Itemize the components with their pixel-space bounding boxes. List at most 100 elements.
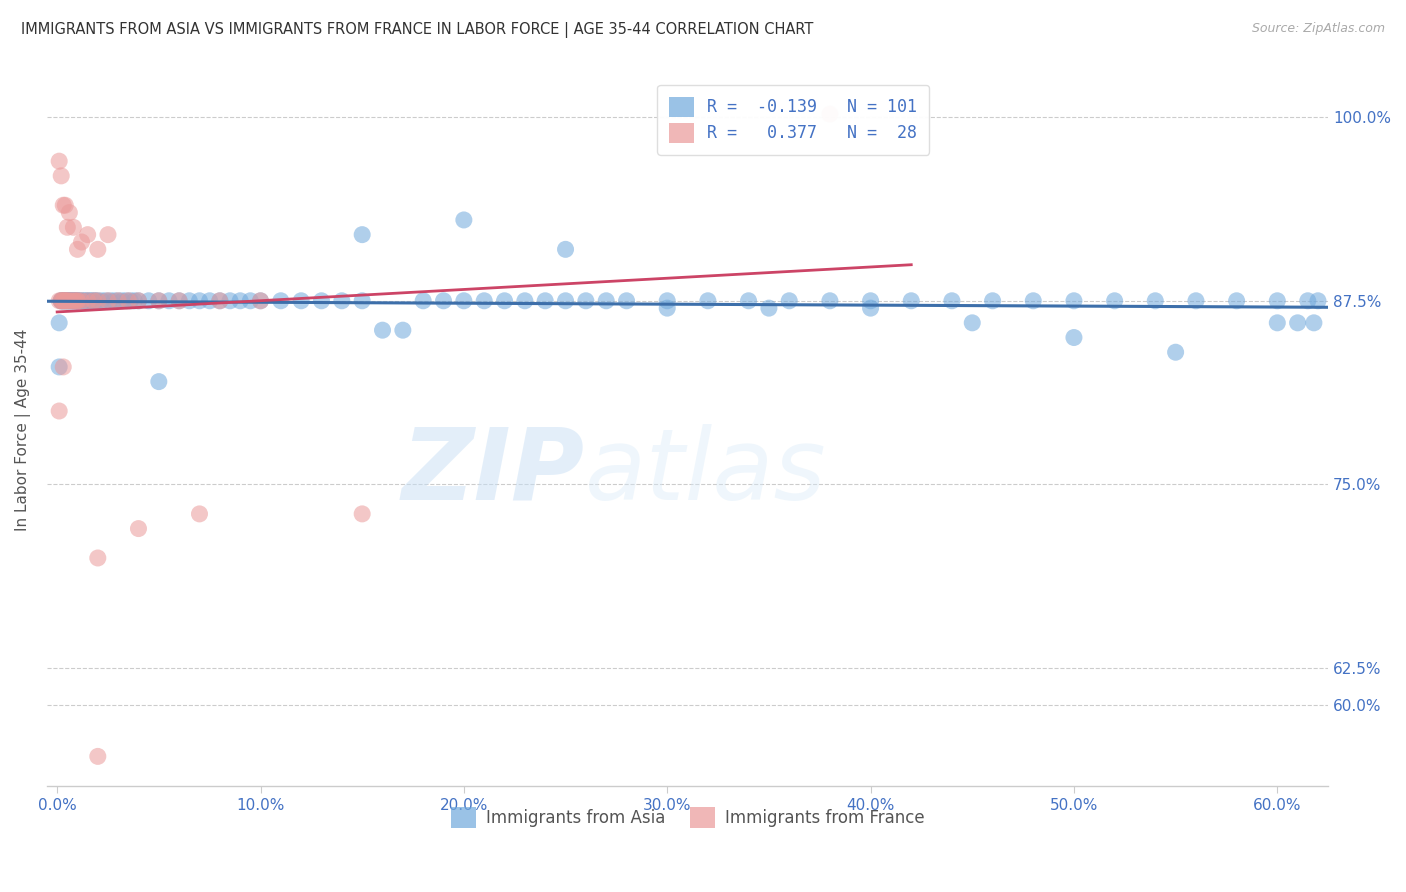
Point xyxy=(62,293,84,308)
Point xyxy=(66,293,89,308)
Point xyxy=(208,293,231,308)
Point xyxy=(900,293,922,308)
Point xyxy=(83,293,105,308)
Point xyxy=(48,316,70,330)
Point xyxy=(53,293,76,308)
Point xyxy=(778,293,800,308)
Point xyxy=(1265,316,1288,330)
Point xyxy=(115,293,138,308)
Point xyxy=(188,293,211,308)
Point xyxy=(198,293,221,308)
Point xyxy=(453,213,475,227)
Point xyxy=(58,293,80,308)
Point xyxy=(51,293,73,308)
Point xyxy=(58,205,80,219)
Point xyxy=(87,243,110,257)
Point xyxy=(330,293,353,308)
Point xyxy=(52,293,75,308)
Point xyxy=(84,293,107,308)
Point xyxy=(83,293,105,308)
Point xyxy=(412,293,434,308)
Y-axis label: In Labor Force | Age 35-44: In Labor Force | Age 35-44 xyxy=(15,328,31,531)
Point xyxy=(66,243,89,257)
Point xyxy=(229,293,252,308)
Point xyxy=(494,293,516,308)
Point xyxy=(249,293,271,308)
Point xyxy=(1306,293,1329,308)
Point xyxy=(148,293,170,308)
Point xyxy=(453,293,475,308)
Point xyxy=(76,293,98,308)
Point xyxy=(53,198,76,212)
Point xyxy=(94,293,117,308)
Point xyxy=(76,293,98,308)
Point xyxy=(56,293,79,308)
Point xyxy=(56,293,79,308)
Point xyxy=(219,293,242,308)
Point xyxy=(188,507,211,521)
Point xyxy=(56,220,79,235)
Point xyxy=(352,227,374,242)
Point xyxy=(87,551,110,566)
Point xyxy=(941,293,963,308)
Point xyxy=(80,293,103,308)
Point xyxy=(148,375,170,389)
Point xyxy=(70,293,93,308)
Point xyxy=(472,293,495,308)
Point xyxy=(352,507,374,521)
Point xyxy=(1164,345,1187,359)
Point xyxy=(657,301,679,315)
Point xyxy=(66,293,89,308)
Point xyxy=(48,293,70,308)
Point xyxy=(111,293,134,308)
Point xyxy=(311,293,333,308)
Point xyxy=(58,293,80,308)
Point xyxy=(1226,293,1249,308)
Point xyxy=(75,293,97,308)
Point xyxy=(52,293,75,308)
Point xyxy=(79,293,101,308)
Point xyxy=(1265,293,1288,308)
Point xyxy=(51,293,73,308)
Point xyxy=(371,323,394,337)
Point xyxy=(124,293,146,308)
Point xyxy=(60,293,83,308)
Legend: Immigrants from Asia, Immigrants from France: Immigrants from Asia, Immigrants from Fr… xyxy=(444,801,931,835)
Point xyxy=(120,293,142,308)
Point xyxy=(52,198,75,212)
Point xyxy=(859,301,882,315)
Point xyxy=(138,293,160,308)
Point xyxy=(69,293,91,308)
Point xyxy=(392,323,415,337)
Point xyxy=(1063,293,1085,308)
Point xyxy=(1144,293,1167,308)
Point xyxy=(65,293,87,308)
Point xyxy=(657,293,679,308)
Point xyxy=(76,227,98,242)
Point xyxy=(51,169,73,183)
Point xyxy=(103,293,125,308)
Text: Source: ZipAtlas.com: Source: ZipAtlas.com xyxy=(1251,22,1385,36)
Point xyxy=(51,293,73,308)
Point xyxy=(696,293,718,308)
Point xyxy=(127,522,149,536)
Point xyxy=(66,293,89,308)
Point xyxy=(534,293,557,308)
Point xyxy=(352,293,374,308)
Point xyxy=(127,293,149,308)
Point xyxy=(87,293,110,308)
Point xyxy=(554,243,576,257)
Point xyxy=(48,359,70,374)
Point xyxy=(52,359,75,374)
Point xyxy=(290,293,312,308)
Point xyxy=(167,293,190,308)
Point xyxy=(87,749,110,764)
Point xyxy=(513,293,536,308)
Point xyxy=(52,293,75,308)
Point xyxy=(167,293,190,308)
Point xyxy=(737,293,759,308)
Point xyxy=(90,293,112,308)
Point xyxy=(52,293,75,308)
Point xyxy=(62,293,84,308)
Point xyxy=(859,293,882,308)
